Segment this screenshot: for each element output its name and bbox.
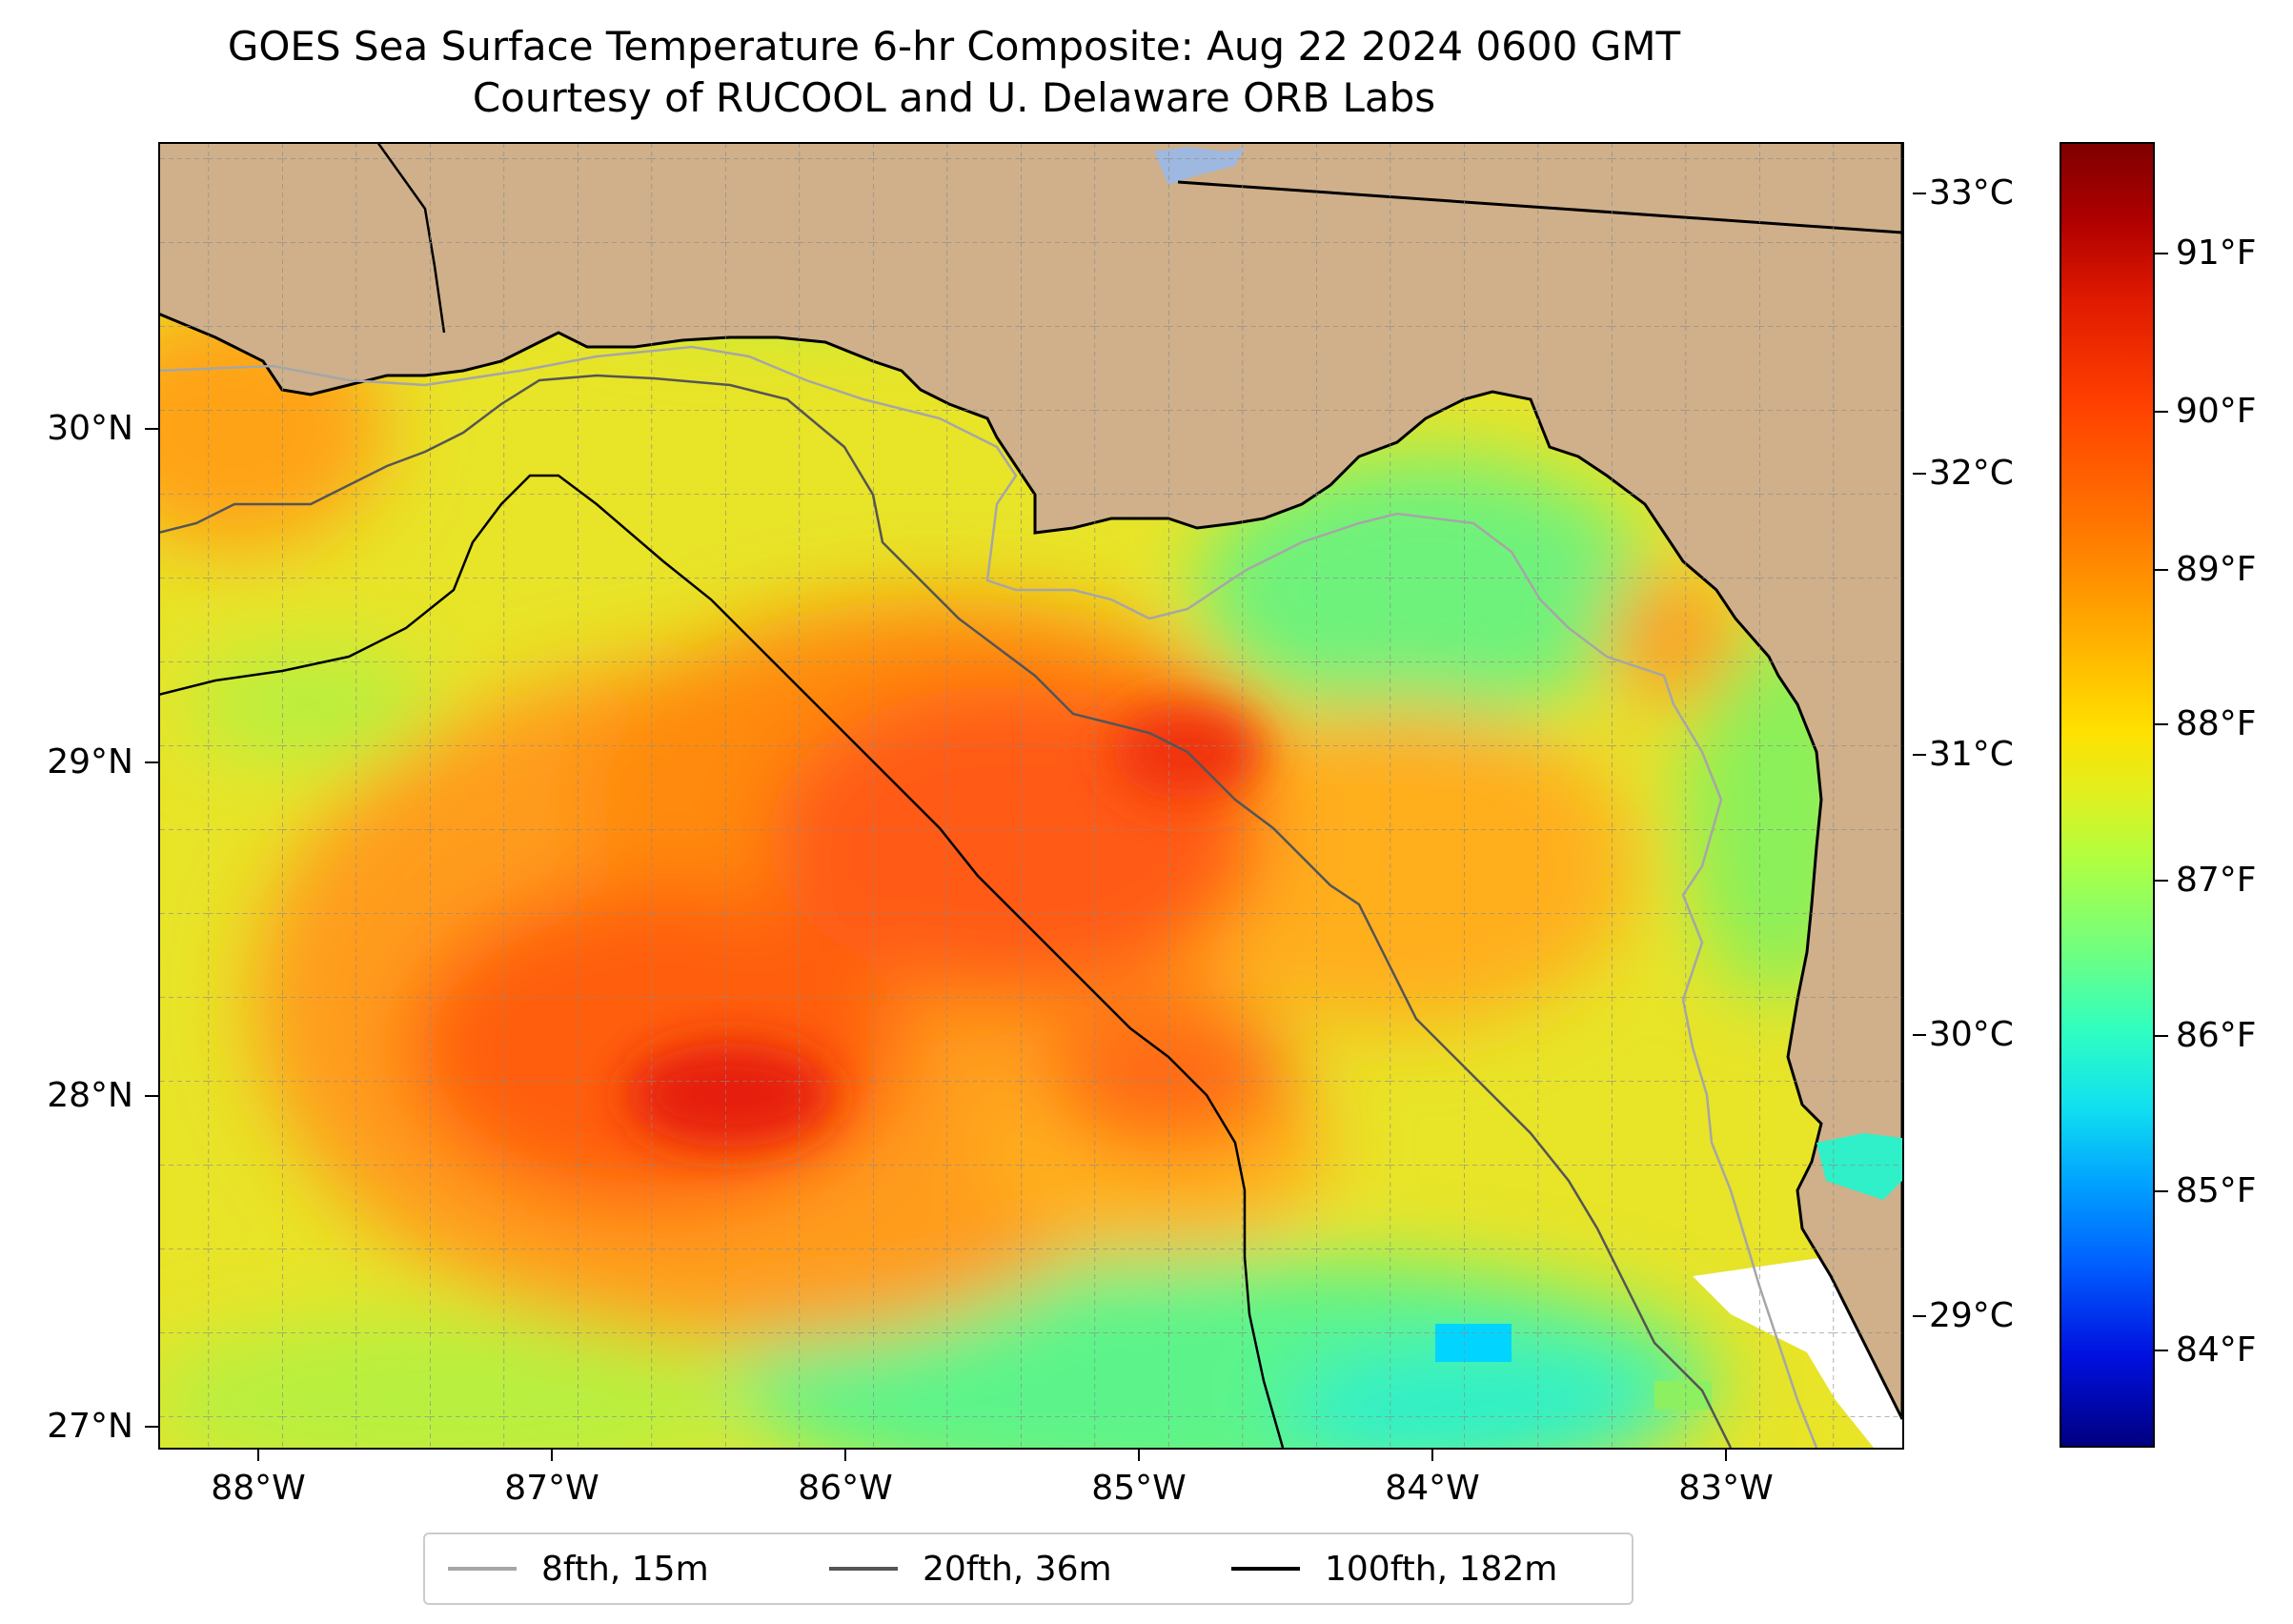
y-tick <box>145 1426 158 1428</box>
colorbar-tick <box>2155 1350 2168 1351</box>
colorbar-tick <box>2155 411 2168 413</box>
x-tick <box>1725 1448 1727 1461</box>
x-tick <box>844 1448 846 1461</box>
colorbar-tick <box>1913 193 1926 194</box>
colorbar-f-label: 89°F <box>2176 550 2257 589</box>
colorbar-tick <box>2155 880 2168 882</box>
isobath-legend: 8fth, 15m 20fth, 36m 100fth, 182m <box>423 1533 1634 1605</box>
legend-label: 100fth, 182m <box>1325 1549 1558 1589</box>
colorbar-f-label: 88°F <box>2176 704 2257 743</box>
y-tick-label: 28°N <box>47 1076 133 1115</box>
x-tick-label: 85°W <box>1091 1469 1187 1508</box>
isobath-15m <box>158 345 1818 1448</box>
sst-map-canvas <box>158 142 1902 1448</box>
colorbar-tick <box>2155 723 2168 725</box>
graticule <box>158 142 1902 1448</box>
sst-map <box>158 142 1902 1448</box>
colorbar-f-label: 87°F <box>2176 861 2257 900</box>
colorbar-f-label: 85°F <box>2176 1171 2257 1210</box>
legend-line-swatch <box>1231 1567 1300 1571</box>
legend-item-36m: 20fth, 36m <box>829 1534 1112 1603</box>
x-tick <box>551 1448 553 1461</box>
colorbar-tick <box>2155 569 2168 571</box>
colorbar-tick <box>1913 1034 1926 1036</box>
x-tick-label: 83°W <box>1678 1469 1774 1508</box>
colorbar-f-label: 86°F <box>2176 1016 2257 1055</box>
x-tick <box>1138 1448 1140 1461</box>
x-tick-label: 87°W <box>504 1469 599 1508</box>
x-tick <box>257 1448 259 1461</box>
colorbar-tick <box>1913 1315 1926 1317</box>
colorbar-c-label: 32°C <box>1929 454 2014 493</box>
legend-label: 8fth, 15m <box>541 1549 709 1589</box>
x-tick <box>1431 1448 1433 1461</box>
colorbar-tick <box>2155 253 2168 254</box>
y-tick <box>145 428 158 430</box>
x-tick-label: 84°W <box>1385 1469 1480 1508</box>
x-tick-label: 88°W <box>211 1469 306 1508</box>
colorbar-f-label: 84°F <box>2176 1330 2257 1370</box>
map-title: GOES Sea Surface Temperature 6-hr Compos… <box>227 23 1681 70</box>
colorbar-c-label: 33°C <box>1929 173 2014 213</box>
y-tick <box>145 1095 158 1097</box>
colorbar-tick <box>2155 1190 2168 1192</box>
isobath-36m <box>158 374 1733 1448</box>
colorbar-c-label: 30°C <box>1929 1015 2014 1054</box>
legend-label: 20fth, 36m <box>923 1549 1112 1589</box>
colorbar-f-label: 91°F <box>2176 233 2257 273</box>
y-tick-label: 29°N <box>47 742 133 782</box>
y-tick-label: 27°N <box>47 1407 133 1446</box>
y-tick <box>145 761 158 763</box>
x-tick-label: 86°W <box>798 1469 893 1508</box>
map-subtitle: Courtesy of RUCOOL and U. Delaware ORB L… <box>472 74 1436 121</box>
colorbar-tick <box>1913 754 1926 756</box>
y-tick-label: 30°N <box>47 409 133 448</box>
legend-line-swatch <box>448 1567 517 1571</box>
legend-item-182m: 100fth, 182m <box>1231 1534 1557 1603</box>
colorbar-f-label: 90°F <box>2176 392 2257 431</box>
colorbar-c-label: 31°C <box>1929 735 2014 774</box>
isobath-182m <box>158 474 1285 1448</box>
colorbar <box>2060 142 2155 1448</box>
colorbar-tick <box>1913 473 1926 475</box>
colorbar-c-label: 29°C <box>1929 1296 2014 1335</box>
colorbar-tick <box>2155 1035 2168 1037</box>
legend-item-15m: 8fth, 15m <box>448 1534 709 1603</box>
legend-line-swatch <box>829 1567 898 1571</box>
